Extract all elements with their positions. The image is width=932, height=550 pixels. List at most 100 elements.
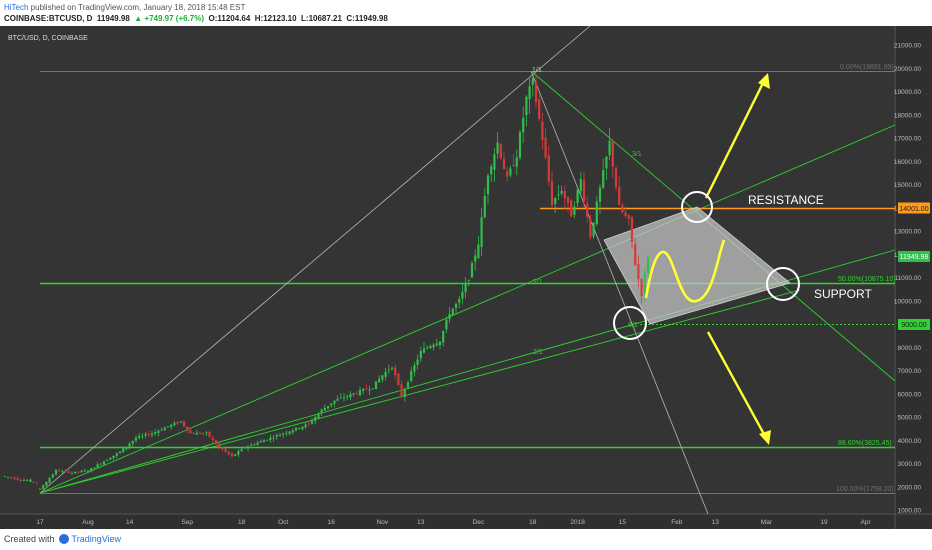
candle-body[interactable] [474, 255, 477, 262]
candle-body[interactable] [125, 446, 128, 449]
candle-body[interactable] [576, 189, 579, 204]
candle-body[interactable] [589, 218, 592, 238]
candle-body[interactable] [490, 166, 493, 175]
resistance-circle[interactable] [681, 191, 713, 223]
candle-body[interactable] [486, 175, 490, 195]
candle-body[interactable] [419, 350, 422, 359]
candle-body[interactable] [582, 180, 586, 202]
candle-body[interactable] [362, 388, 365, 391]
candle-body[interactable] [512, 164, 515, 167]
candle-body[interactable] [266, 439, 269, 441]
candle-body[interactable] [646, 257, 650, 274]
candle-body[interactable] [451, 308, 454, 316]
candle-body[interactable] [608, 140, 611, 156]
candle-body[interactable] [67, 471, 70, 473]
candle-body[interactable] [141, 435, 144, 437]
candle-body[interactable] [48, 478, 51, 483]
candle-body[interactable] [406, 382, 410, 388]
candle-body[interactable] [246, 446, 250, 449]
bullish-arrow-line[interactable] [704, 80, 766, 199]
candle-body[interactable] [150, 433, 154, 435]
candle-body[interactable] [547, 155, 550, 182]
candle-body[interactable] [160, 429, 163, 431]
candle-body[interactable] [346, 396, 349, 398]
candle-body[interactable] [96, 464, 99, 468]
candle-body[interactable] [454, 303, 458, 308]
candle-body[interactable] [448, 314, 451, 320]
candle-body[interactable] [230, 453, 234, 457]
candle-body[interactable] [118, 451, 122, 453]
candle-body[interactable] [35, 482, 38, 484]
candle-body[interactable] [323, 407, 326, 411]
candle-body[interactable] [458, 298, 461, 303]
candle-body[interactable] [147, 434, 150, 436]
candle-body[interactable] [570, 200, 573, 217]
candle-body[interactable] [541, 121, 544, 140]
candle-body[interactable] [496, 142, 499, 154]
author-link[interactable]: HiTech [4, 3, 29, 12]
candle-body[interactable] [138, 436, 141, 439]
candle-body[interactable] [550, 180, 554, 206]
candle-body[interactable] [515, 157, 518, 167]
candle-body[interactable] [237, 451, 240, 455]
candle-body[interactable] [154, 431, 157, 434]
candle-body[interactable] [339, 397, 342, 399]
candle-body[interactable] [250, 444, 253, 446]
candle-body[interactable] [99, 463, 102, 465]
candle-body[interactable] [598, 187, 602, 202]
candle-body[interactable] [634, 244, 637, 265]
candle-body[interactable] [413, 365, 416, 372]
candle-body[interactable] [272, 437, 275, 439]
candle-body[interactable] [522, 117, 525, 133]
candle-body[interactable] [262, 440, 266, 443]
candle-body[interactable] [179, 421, 182, 423]
candle-body[interactable] [77, 471, 80, 473]
candle-body[interactable] [426, 347, 429, 349]
price-chart[interactable]: BTC/USD, D, COINBASE 1000.00 2000.00 3000.… [0, 25, 932, 529]
candle-body[interactable] [422, 348, 426, 353]
candle-body[interactable] [112, 455, 115, 459]
candle-body[interactable] [285, 432, 288, 434]
candle-body[interactable] [157, 430, 160, 433]
candle-body[interactable] [314, 417, 317, 421]
candle-body[interactable] [592, 222, 595, 237]
candle-body[interactable] [390, 367, 394, 369]
candle-body[interactable] [205, 432, 208, 434]
candle-body[interactable] [618, 187, 621, 205]
candle-body[interactable] [227, 451, 230, 455]
candle-body[interactable] [54, 470, 58, 475]
candle-body[interactable] [3, 476, 6, 477]
candle-body[interactable] [461, 291, 464, 299]
candle-body[interactable] [195, 432, 198, 435]
candle-body[interactable] [435, 343, 438, 346]
candle-body[interactable] [483, 195, 486, 218]
candle-body[interactable] [595, 201, 598, 225]
candle-body[interactable] [128, 443, 131, 447]
candle-body[interactable] [19, 480, 22, 481]
candle-body[interactable] [106, 459, 109, 461]
candle-body[interactable] [544, 137, 547, 158]
chart-area[interactable]: BTC/USD, D, COINBASE 1000.00 2000.00 3000.… [0, 25, 932, 529]
candle-body[interactable] [605, 156, 608, 169]
candle-body[interactable] [368, 389, 371, 391]
candle-body[interactable] [163, 427, 166, 431]
candle-body[interactable] [320, 409, 323, 413]
candle-body[interactable] [384, 371, 387, 377]
candle-body[interactable] [333, 400, 336, 404]
candle-body[interactable] [326, 405, 330, 409]
candle-body[interactable] [83, 470, 86, 472]
candle-body[interactable] [573, 206, 576, 215]
fan-up-lower[interactable] [39, 289, 801, 494]
candle-body[interactable] [352, 393, 355, 395]
candle-body[interactable] [10, 477, 13, 479]
candle-body[interactable] [16, 478, 19, 480]
candle-body[interactable] [579, 178, 582, 192]
candle-body[interactable] [45, 481, 48, 486]
fan-down-steep[interactable] [530, 70, 709, 515]
candle-body[interactable] [189, 430, 192, 434]
candle-body[interactable] [122, 448, 125, 453]
candle-body[interactable] [192, 433, 195, 435]
candle-body[interactable] [477, 244, 480, 259]
candle-body[interactable] [614, 168, 618, 188]
candle-body[interactable] [400, 384, 403, 397]
